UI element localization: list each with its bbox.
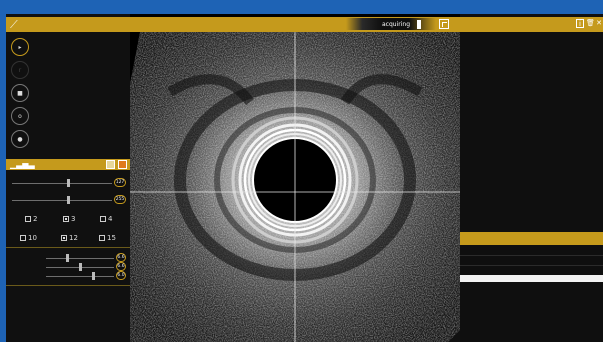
viewport-header: acquiring — [130, 17, 460, 32]
tgc-value-2: 6.6 — [116, 262, 126, 271]
divider — [6, 285, 130, 286]
capture-icon: o — [18, 112, 22, 120]
info-icon[interactable]: i — [576, 19, 584, 28]
capture-button[interactable]: o — [11, 107, 29, 125]
divider — [6, 247, 130, 248]
tgc-value-1: 6.6 — [116, 253, 126, 262]
option-10[interactable]: 10 — [20, 234, 37, 243]
checkbox[interactable] — [100, 216, 106, 222]
resize-icon[interactable] — [439, 19, 449, 29]
play-icon: ▸ — [18, 43, 22, 51]
stop-icon: ■ — [17, 89, 23, 97]
settings-header: ▁▃▅▃ — [6, 159, 130, 170]
record-button[interactable]: r — [11, 61, 29, 79]
acquisition-status: acquiring — [382, 21, 410, 28]
option-label: 15 — [107, 234, 116, 242]
range-value: 255 — [114, 195, 126, 204]
checkbox[interactable] — [25, 216, 31, 222]
tgc-slider-3-thumb[interactable] — [92, 272, 95, 280]
play-button[interactable]: ▸ — [11, 38, 29, 56]
option-label: 3 — [71, 215, 76, 223]
gain-slider[interactable] — [12, 179, 112, 187]
save-icon: ● — [17, 135, 23, 143]
tgc-slider-1[interactable] — [46, 254, 114, 262]
left-panel: ⟋ ▸ r ■ o ● ▁▃▅▃ 127 255 2 3 4 10 12 15 — [6, 14, 130, 342]
app-frame: ⟋ ▸ r ■ o ● ▁▃▅▃ 127 255 2 3 4 10 12 15 — [6, 14, 603, 342]
option-label: 12 — [69, 234, 78, 242]
tgc-slider-3[interactable] — [46, 272, 114, 280]
range-slider[interactable] — [12, 196, 112, 204]
option-label: 10 — [28, 234, 37, 242]
trash-icon[interactable]: 🗑 — [586, 19, 595, 27]
save-button[interactable]: ● — [11, 130, 29, 148]
option-4[interactable]: 4 — [100, 215, 112, 224]
waveform-icon: ▁▃▅▃ — [10, 160, 35, 169]
tgc-slider-1-thumb[interactable] — [66, 254, 69, 262]
option-15[interactable]: 15 — [99, 234, 116, 243]
option-3[interactable]: 3 — [63, 215, 75, 224]
settings-panel-toggle[interactable] — [106, 160, 115, 169]
right-panel-section-bar — [460, 232, 603, 245]
right-panel-header: i 🗑 ✕ — [460, 17, 603, 32]
gain-slider-thumb[interactable] — [67, 179, 70, 187]
ultrasound-image[interactable] — [130, 32, 460, 342]
option-label: 2 — [33, 215, 38, 223]
tgc-slider-2[interactable] — [46, 263, 114, 271]
left-panel-header: ⟋ — [6, 17, 130, 32]
pipette-icon[interactable]: ⟋ — [10, 18, 18, 31]
checkbox-checked[interactable] — [61, 235, 67, 241]
status-indicator — [417, 20, 421, 29]
gain-value: 127 — [114, 178, 126, 187]
checkbox[interactable] — [99, 235, 105, 241]
right-panel: i 🗑 ✕ — [460, 14, 603, 342]
option-2[interactable]: 2 — [25, 215, 37, 224]
option-12[interactable]: 12 — [61, 234, 78, 243]
close-icon[interactable]: ✕ — [596, 19, 602, 27]
divider — [460, 255, 603, 256]
ultrasound-svg — [130, 32, 460, 342]
tgc-value-3: 6.0 — [116, 271, 126, 280]
right-panel-selection[interactable] — [460, 275, 603, 282]
status-bar — [346, 18, 436, 30]
option-label: 4 — [108, 215, 113, 223]
checkbox-checked[interactable] — [63, 216, 69, 222]
range-slider-thumb[interactable] — [67, 196, 70, 204]
record-icon: r — [18, 66, 22, 74]
settings-panel-close[interactable] — [118, 160, 127, 169]
image-viewport: acquiring — [130, 14, 460, 342]
tgc-slider-2-thumb[interactable] — [79, 263, 82, 271]
stop-button[interactable]: ■ — [11, 84, 29, 102]
checkbox[interactable] — [20, 235, 26, 241]
divider — [460, 265, 603, 266]
